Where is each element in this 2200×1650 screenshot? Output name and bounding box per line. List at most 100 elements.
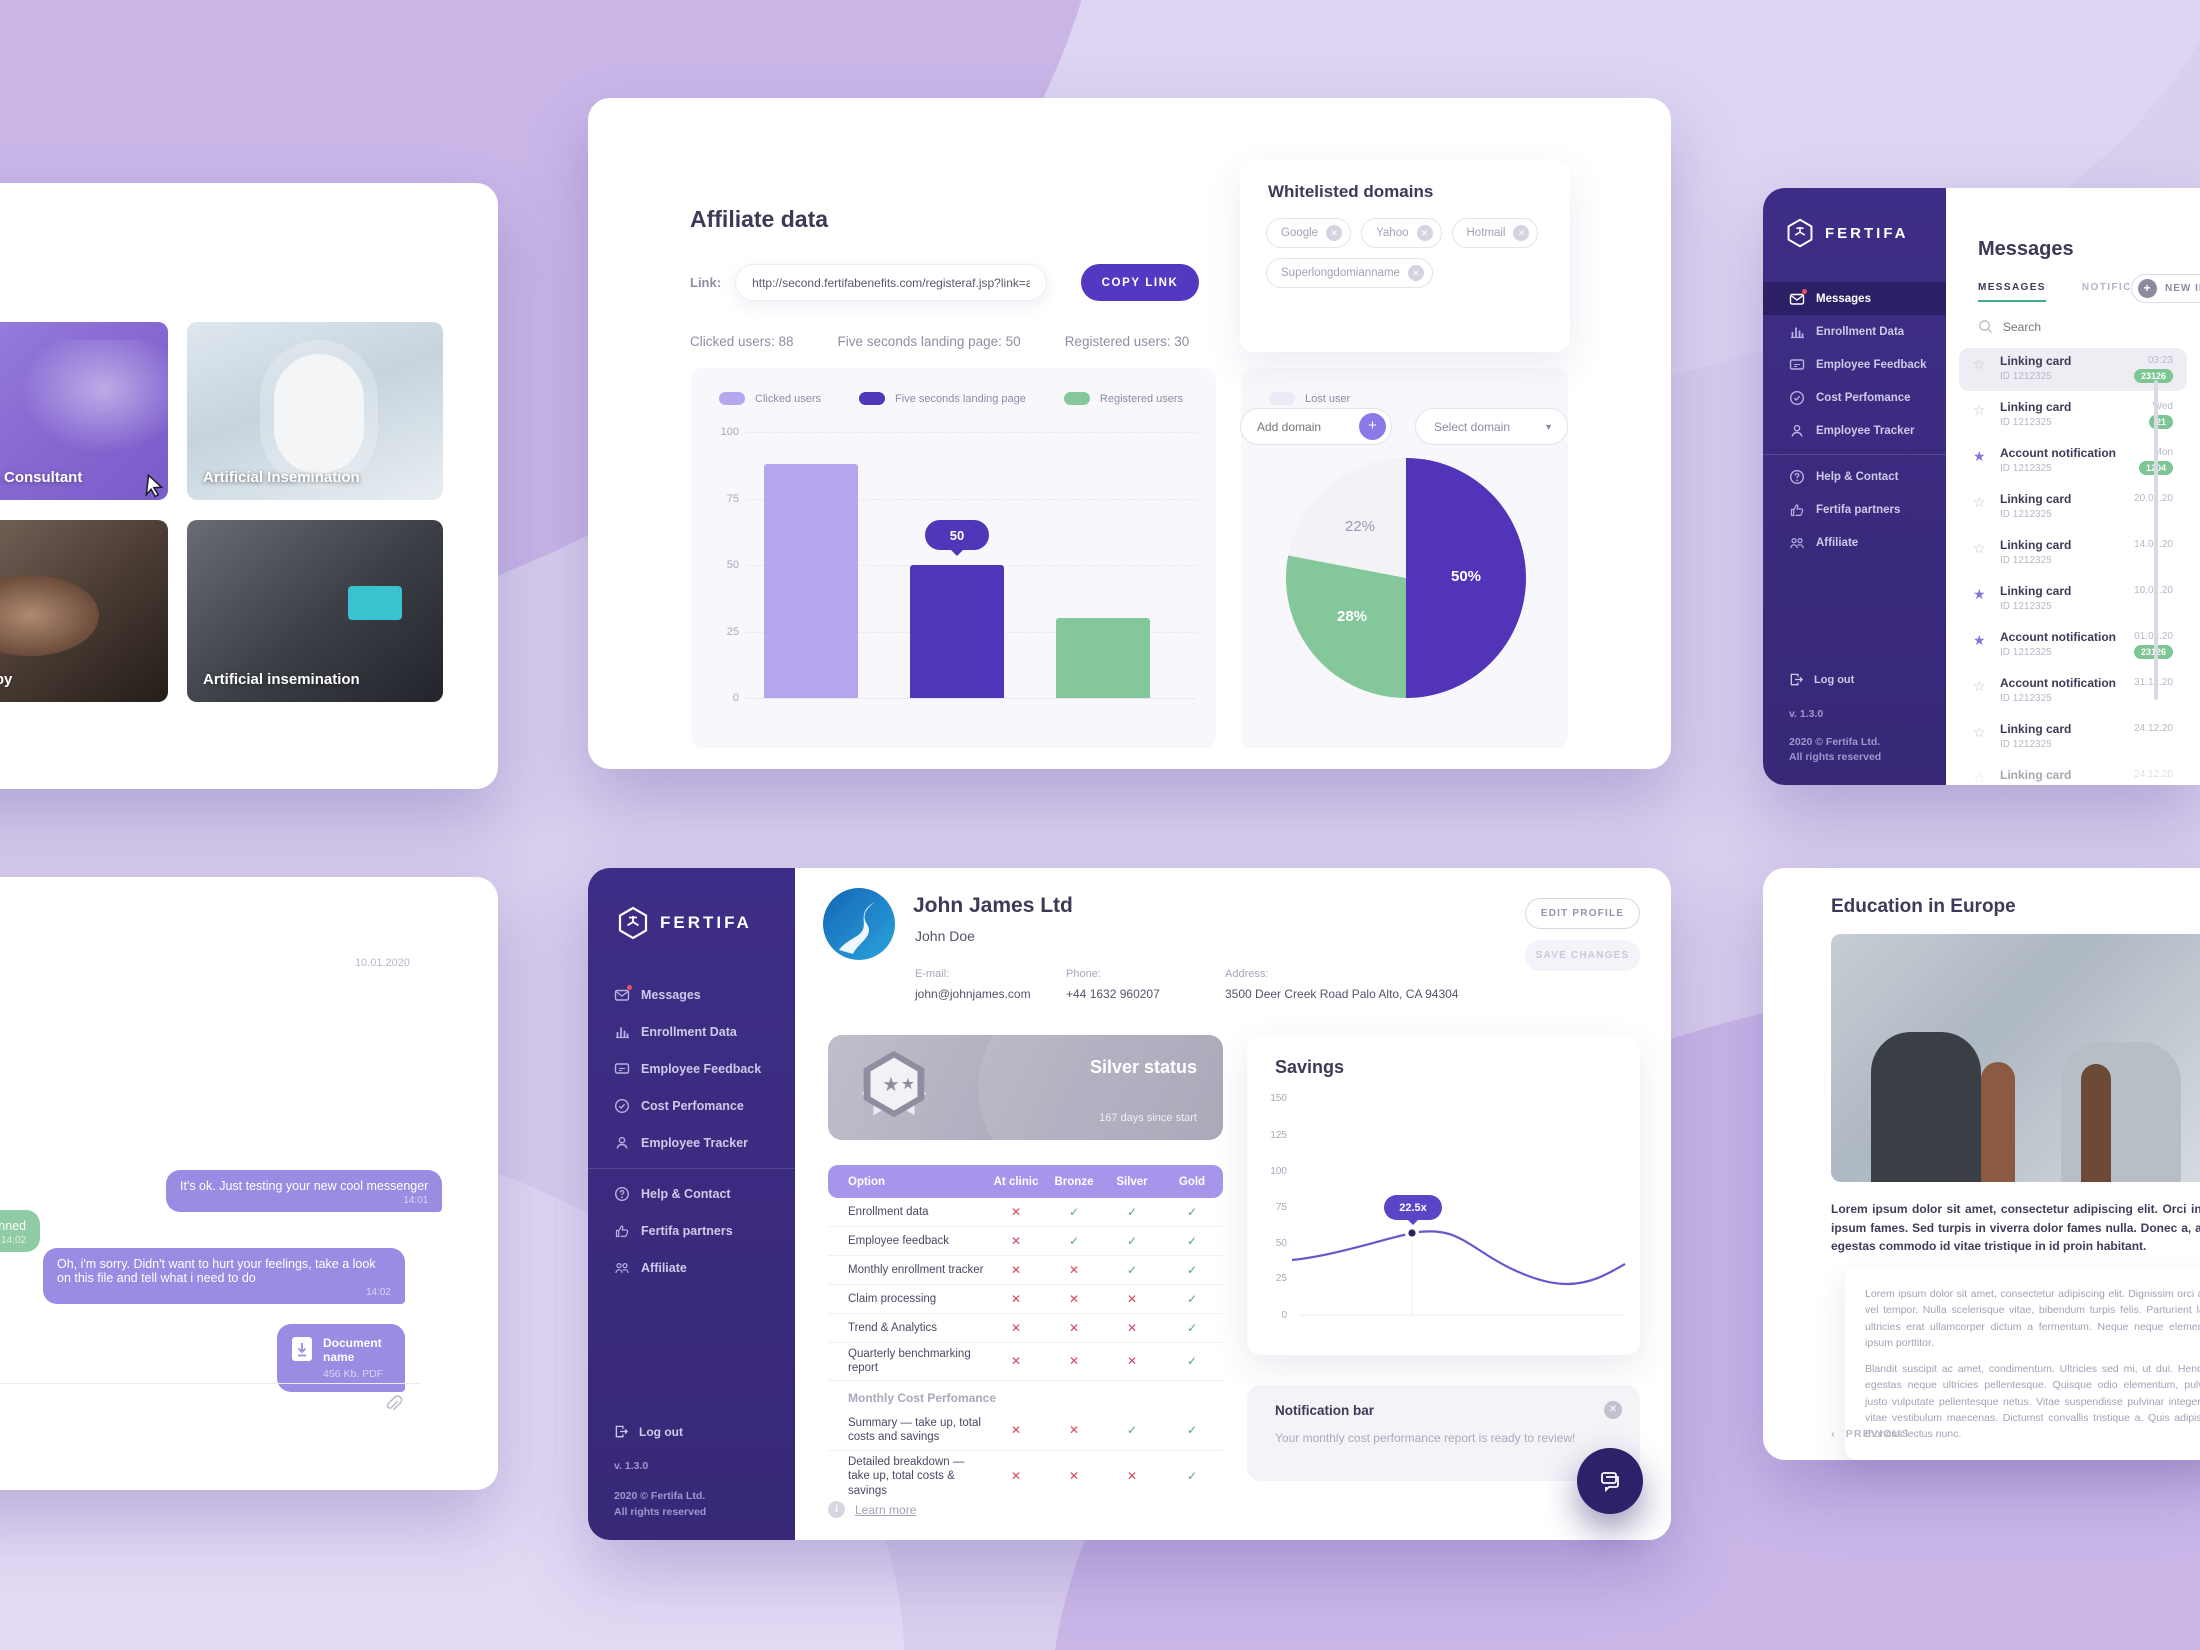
list-item[interactable]: ☆ Account notification ID 1212325 31.12.… [1959,670,2187,713]
affiliate-link-input[interactable] [735,264,1048,301]
star-icon[interactable]: ☆ [1973,770,1986,786]
sidebar-item-label: Cost Perfomance [641,1098,744,1113]
sidebar-item-enrollment-data[interactable]: Enrollment Data [1763,315,1946,348]
chat-icon [1598,1469,1622,1493]
star-icon[interactable]: ☆ [1973,402,1986,418]
sidebar-item-fertifa-partners[interactable]: Fertifa partners [588,1212,795,1249]
sidebar-item-affiliate[interactable]: Affiliate [588,1249,795,1286]
whitelisted-domains-title: Whitelisted domains [1268,182,1434,201]
message-id: ID 1212325 [2000,601,2052,612]
sidebar-item-affiliate[interactable]: Affiliate [1763,526,1946,559]
domain-chip-yahoo[interactable]: Yahoo ✕ [1361,218,1442,248]
chip-label: Superlongdomianname [1281,267,1400,279]
media-tile-health-consultant[interactable]: Health Consultant [0,322,168,500]
domain-chip-google[interactable]: Google ✕ [1266,218,1352,248]
close-icon[interactable]: ✕ [1604,1401,1622,1419]
mark: ✕ [1068,1292,1080,1306]
star-icon[interactable]: ☆ [1973,356,1986,372]
media-tile-therapy[interactable]: Therapy [0,520,168,702]
sidebar-item-cost-perfomance[interactable]: Cost Perfomance [588,1087,795,1124]
copy-link-button[interactable]: COPY LINK [1081,264,1200,301]
media-tile-artificial-insemination[interactable]: Artificial Insemination [187,322,443,500]
logout-button[interactable]: Log out [1789,672,1854,687]
avatar [823,888,895,960]
bar-clicked-users[interactable] [764,464,858,698]
link-label: Link: [690,275,722,290]
chat-message-outgoing: Oh, i'm sorry. Didn't want to hurt your … [43,1248,405,1304]
previous-button[interactable]: ‹ PREVIOUS [1831,1428,1910,1440]
list-item[interactable]: ★ Account notification ID 1212325 Mon 12… [1959,440,2187,483]
domain-chip-superlongdomianname[interactable]: Superlongdomianname ✕ [1266,258,1433,288]
star-icon[interactable]: ★ [1973,586,1986,602]
media-tile-label: Therapy [0,671,13,688]
list-item[interactable]: ☆ Linking card ID 1212325 Wed 21 [1959,394,2187,437]
list-item[interactable]: ★ Account notification ID 1212325 01.01.… [1959,624,2187,667]
legend-swatch-landing [859,392,886,405]
list-item[interactable]: ☆ Linking card ID 1212325 14.01.20 [1959,532,2187,575]
article-paragraph: Blandit suscipit ac amet, condimentum. U… [1865,1363,2200,1441]
star-icon[interactable]: ☆ [1973,678,1986,694]
edit-profile-button[interactable]: EDIT PROFILE [1525,898,1640,929]
scrollbar[interactable] [2154,380,2158,700]
sidebar-item-employee-feedback[interactable]: Employee Feedback [1763,348,1946,381]
star-icon[interactable]: ★ [1973,448,1986,464]
sidebar-item-employee-feedback[interactable]: Employee Feedback [588,1050,795,1087]
bar-registered-users[interactable] [1056,618,1150,698]
list-item[interactable]: ☆ Linking card ID 1212325 24.12.20 [1959,716,2187,759]
bar-tooltip: 50 [925,520,989,556]
lost-user-pie-chart[interactable] [1286,458,1526,698]
sidebar-item-messages[interactable]: Messages [588,976,795,1013]
star-icon[interactable]: ☆ [1973,724,1986,740]
remove-chip-icon[interactable]: ✕ [1326,225,1343,241]
gridline [746,499,1196,500]
legend-label: Clicked users [755,392,822,405]
add-domain-input[interactable] [1257,419,1357,434]
star-icon[interactable]: ☆ [1973,540,1986,556]
tab-messages[interactable]: MESSAGES [1978,282,2046,302]
add-domain-field[interactable]: + [1240,408,1392,445]
media-tile-artificial-insemination-2[interactable]: Artificial insemination [187,520,443,702]
message-date: 01.01.20 [2134,631,2173,642]
star-icon[interactable]: ☆ [1973,494,1986,510]
sidebar-item-help-contact[interactable]: Help & Contact [1763,460,1946,493]
message-date: 14.01.20 [2134,539,2173,550]
mark: ✕ [1126,1354,1138,1369]
paperclip-icon[interactable] [384,1395,403,1414]
mark: ✕ [1010,1354,1022,1369]
sidebar-item-employee-tracker[interactable]: Employee Tracker [588,1124,795,1161]
remove-chip-icon[interactable]: ✕ [1513,225,1530,241]
sidebar-item-employee-tracker[interactable]: Employee Tracker [1763,414,1946,447]
select-domain-dropdown[interactable]: Select domain ▼ [1415,408,1568,445]
search-field[interactable] [1978,319,2153,334]
search-input[interactable] [2003,319,2153,334]
save-changes-button[interactable]: SAVE CHANGES [1525,940,1640,971]
sidebar-item-messages[interactable]: Messages [1763,282,1946,315]
star-icon[interactable]: ★ [1973,632,1986,648]
table-header: Option At clinic Bronze Silver Gold [828,1165,1223,1198]
bar-landing-page[interactable] [910,565,1004,698]
chat-fab-button[interactable] [1577,1448,1643,1514]
learn-more-link[interactable]: i Learn more [828,1501,916,1518]
chat-document-attachment[interactable]: Document name 456 Kb. PDF [277,1324,405,1392]
sidebar-item-help-contact[interactable]: Help & Contact [588,1175,795,1212]
chat-messenger-card: 10.01.2020 How can I help you? 14:00 It'… [0,877,498,1490]
remove-chip-icon[interactable]: ✕ [1407,265,1424,281]
tab-notifications[interactable]: NOTIFICATIONS [2081,282,2178,293]
add-domain-icon[interactable]: + [1359,413,1386,440]
pie-label-50: 50% [1451,568,1482,585]
check-circle-icon [1789,390,1805,406]
sidebar-item-enrollment-data[interactable]: Enrollment Data [588,1013,795,1050]
domain-chip-hotmail[interactable]: Hotmail ✕ [1451,218,1539,248]
copyright: All rights reserved [614,1506,707,1518]
list-item[interactable]: ★ Linking card ID 1212325 10.01.20 [1959,578,2187,621]
sidebar-item-fertifa-partners[interactable]: Fertifa partners [1763,493,1946,526]
new-inquiry-button[interactable]: + NEW IN [2131,274,2200,303]
logout-button[interactable]: Log out [614,1424,683,1439]
list-item[interactable]: ☆ Linking card ID 1212325 03:23 23126 [1959,348,2187,391]
list-item[interactable]: ☆ Linking card ID 1212325 24.12.20 [1959,762,2187,805]
remove-chip-icon[interactable]: ✕ [1416,225,1433,241]
list-item[interactable]: ☆ Linking card ID 1212325 20.01.20 [1959,486,2187,529]
messages-tabs: MESSAGES NOTIFICATIONS [1978,282,2177,302]
phone-value: +44 1632 960207 [1066,987,1160,1001]
sidebar-item-cost-perfomance[interactable]: Cost Perfomance [1763,381,1946,414]
